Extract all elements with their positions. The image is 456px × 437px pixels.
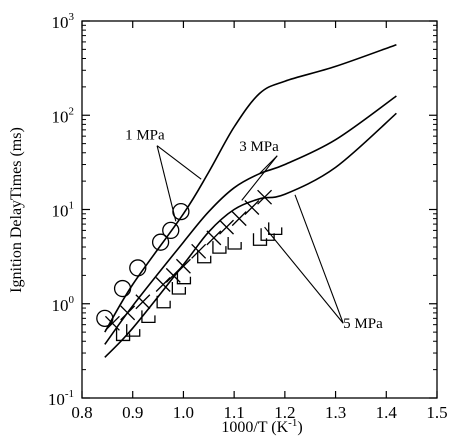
check-marker	[115, 328, 131, 342]
check-marker	[126, 324, 141, 337]
cross-marker	[244, 200, 260, 215]
cross-marker	[104, 315, 120, 331]
x-tick-label: 1.4	[376, 403, 398, 422]
curve-2	[104, 95, 397, 345]
cross-marker	[219, 219, 234, 235]
cross-marker	[135, 294, 151, 310]
check-marker	[171, 281, 187, 295]
y-tick-label: 103	[52, 11, 75, 32]
x-tick-label: 1.1	[224, 403, 245, 422]
cross-marker	[231, 211, 247, 227]
annotation-leader	[264, 226, 344, 324]
curve-1	[104, 43, 397, 333]
cross-marker	[120, 305, 136, 321]
y-tick-label: 10-1	[48, 388, 74, 409]
pressure-annotations: 1 MPa 3 MPa 5 MPa	[125, 128, 383, 333]
annotation-label: 1 MPa	[125, 128, 165, 144]
curve-3	[104, 112, 397, 358]
cross-marker	[206, 230, 222, 246]
annotation-label: 3 MPa	[239, 139, 279, 155]
x-tick-label: 1.2	[274, 403, 295, 422]
x-tick-label: 0.9	[122, 403, 143, 422]
check-marker	[260, 228, 275, 241]
axis-ticks: 0.8 0.9 1.0 1.1 1.2 1.3 1.4 1.5 10-1 100 101 102 103	[48, 11, 448, 422]
annotation-leader	[156, 145, 177, 222]
annotation-leader	[241, 155, 278, 201]
cross-marker	[175, 258, 191, 274]
x-tick-label: 0.8	[71, 403, 92, 422]
circle-marker	[162, 221, 180, 240]
cross-marker	[165, 267, 181, 283]
annotation-leader	[294, 194, 344, 324]
y-tick-label: 101	[52, 200, 75, 221]
check-marker	[268, 222, 283, 236]
x-tick-label: 1.5	[426, 403, 447, 422]
y-tick-label: 102	[52, 105, 75, 126]
annotation-leader	[156, 145, 202, 180]
circle-marker	[151, 233, 170, 251]
circle-marker	[129, 259, 147, 277]
annotation-label: 5 MPa	[343, 316, 383, 332]
y-tick-label: 100	[52, 294, 75, 315]
annotation-leader	[259, 155, 278, 175]
circle-marker	[113, 279, 132, 298]
check-marker	[252, 233, 268, 246]
series-curves	[104, 43, 397, 358]
x-tick-label: 1.3	[325, 403, 346, 422]
check-marker	[176, 271, 192, 285]
check-marker	[227, 237, 242, 250]
cross-marker	[191, 243, 207, 259]
plot-frame	[81, 20, 438, 399]
check-marker	[141, 310, 156, 323]
check-marker	[156, 295, 171, 309]
x-axis-title: 1000/T (K-1)	[221, 417, 302, 436]
circle-marker	[96, 309, 114, 327]
check-marker	[197, 250, 212, 264]
x-tick-label: 1.0	[173, 403, 194, 422]
cross-marker	[257, 189, 273, 205]
check-marker	[212, 241, 227, 254]
y-axis-title: Ignition DelayTimes (ms)	[8, 127, 25, 293]
cross-marker	[155, 277, 171, 292]
